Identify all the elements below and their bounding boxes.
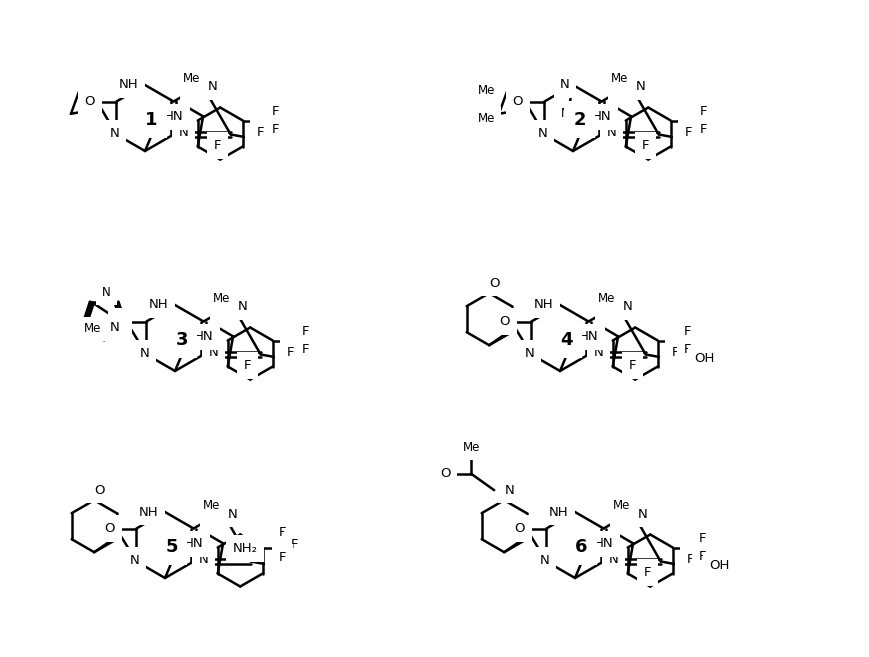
Text: N: N <box>129 554 139 567</box>
Text: O: O <box>115 315 125 328</box>
Text: N: N <box>227 507 236 520</box>
Text: F: F <box>700 123 706 136</box>
Text: ···: ··· <box>215 305 223 315</box>
Text: F: F <box>700 105 706 118</box>
Text: HN: HN <box>163 110 182 123</box>
Text: NH₂: NH₂ <box>233 542 257 555</box>
Text: F: F <box>279 526 286 539</box>
Text: F: F <box>302 343 309 356</box>
Text: NH: NH <box>534 298 554 311</box>
Text: Me: Me <box>665 351 682 363</box>
Text: F: F <box>302 325 309 338</box>
Text: Me: Me <box>597 292 614 305</box>
Text: ···: ··· <box>204 512 214 522</box>
Text: F: F <box>684 126 692 139</box>
Text: HN: HN <box>593 537 613 550</box>
Text: HN: HN <box>578 330 597 343</box>
Text: N: N <box>109 127 119 140</box>
Text: N: N <box>198 553 209 566</box>
Text: F: F <box>687 553 693 566</box>
Text: ···: ··· <box>614 512 623 522</box>
Text: F: F <box>640 139 648 152</box>
Text: Me: Me <box>202 499 220 512</box>
Text: N: N <box>504 484 514 497</box>
Text: O: O <box>84 95 95 108</box>
Text: Me: Me <box>182 72 200 85</box>
Text: N: N <box>237 300 247 313</box>
Text: OH: OH <box>693 352 714 365</box>
Text: N: N <box>634 81 644 93</box>
Text: N: N <box>608 553 618 566</box>
Text: N: N <box>539 554 548 567</box>
Text: F: F <box>698 532 706 545</box>
Text: F: F <box>279 551 286 564</box>
Text: N: N <box>560 78 569 91</box>
Text: N: N <box>207 81 216 93</box>
Text: Me: Me <box>612 499 629 512</box>
Text: 4: 4 <box>560 330 572 349</box>
Text: N: N <box>621 300 631 313</box>
Text: F: F <box>290 538 298 551</box>
Text: Me: Me <box>680 558 697 571</box>
Text: Me: Me <box>270 558 288 571</box>
Text: N: N <box>139 347 149 360</box>
Text: Me: Me <box>477 83 494 97</box>
Text: F: F <box>643 566 650 579</box>
Text: Me: Me <box>477 112 494 125</box>
Text: Me: Me <box>678 131 695 144</box>
Text: O: O <box>514 522 524 535</box>
Text: N: N <box>102 286 110 299</box>
Text: 3: 3 <box>176 330 188 349</box>
Text: O: O <box>94 484 104 497</box>
Text: F: F <box>287 346 295 359</box>
Text: HN: HN <box>183 537 202 550</box>
Text: N: N <box>593 346 603 359</box>
Text: F: F <box>683 343 691 356</box>
Text: F: F <box>243 359 250 372</box>
Text: N: N <box>524 347 534 360</box>
Text: N: N <box>109 321 119 334</box>
Text: NH: NH <box>139 505 159 518</box>
Text: F: F <box>272 105 279 118</box>
Text: ···: ··· <box>184 85 194 95</box>
Text: O: O <box>440 467 450 480</box>
Text: O: O <box>488 277 499 290</box>
Text: NH: NH <box>119 78 139 91</box>
Text: 6: 6 <box>574 537 587 556</box>
Text: Me: Me <box>212 292 229 305</box>
Text: 1: 1 <box>145 110 157 129</box>
Text: NH: NH <box>149 298 169 311</box>
Text: N: N <box>637 507 647 520</box>
Text: 5: 5 <box>165 537 177 556</box>
Text: F: F <box>671 346 679 359</box>
Text: F: F <box>683 325 691 338</box>
Text: OH: OH <box>709 559 729 572</box>
Text: F: F <box>627 359 635 372</box>
Text: 2: 2 <box>573 110 585 129</box>
Text: Me: Me <box>610 72 627 85</box>
Text: NH: NH <box>548 505 568 518</box>
Text: ···: ··· <box>599 305 608 315</box>
Text: O: O <box>512 95 522 108</box>
Text: N: N <box>209 346 218 359</box>
Text: N: N <box>606 126 616 139</box>
Text: Me: Me <box>280 351 297 363</box>
Text: F: F <box>272 123 279 136</box>
Text: HN: HN <box>193 330 213 343</box>
Text: Me: Me <box>250 131 268 144</box>
Text: Me: Me <box>461 441 479 454</box>
Text: F: F <box>698 550 706 563</box>
Text: ···: ··· <box>612 85 621 95</box>
Text: O: O <box>499 315 509 328</box>
Text: Me: Me <box>561 106 578 120</box>
Text: F: F <box>213 139 221 152</box>
Text: O: O <box>104 522 115 535</box>
Text: N: N <box>537 127 547 140</box>
Text: HN: HN <box>591 110 610 123</box>
Text: F: F <box>256 126 264 139</box>
Text: Me: Me <box>83 323 101 336</box>
Text: N: N <box>178 126 189 139</box>
